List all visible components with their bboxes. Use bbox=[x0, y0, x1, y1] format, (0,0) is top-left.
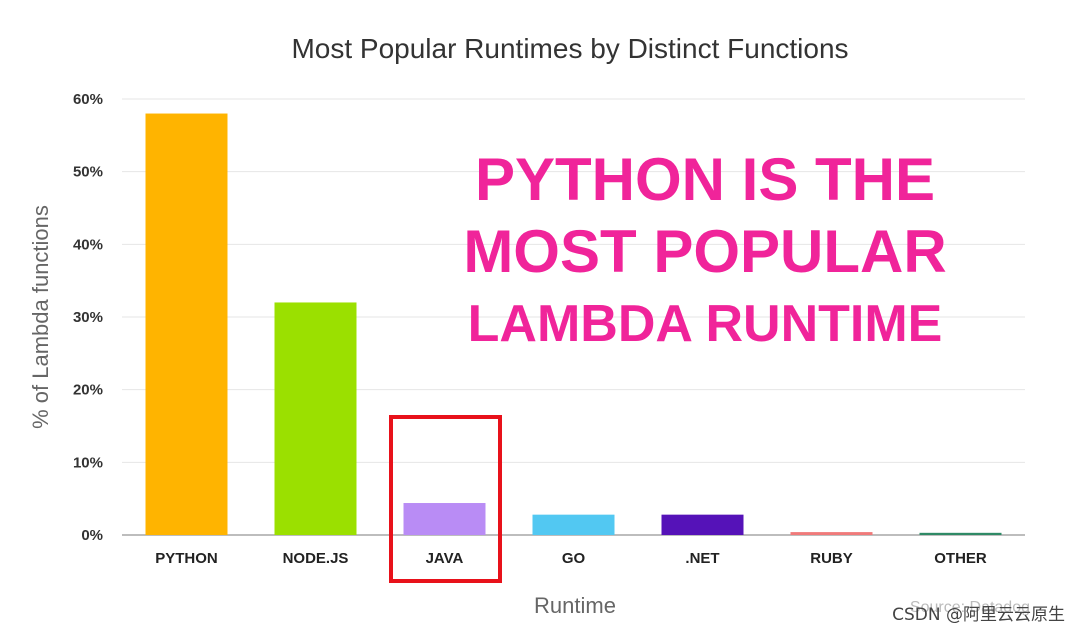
y-axis-label: % of Lambda functions bbox=[28, 205, 53, 429]
bar-nodejs bbox=[274, 302, 357, 535]
bar-java bbox=[403, 503, 486, 535]
annotation-line-1: PYTHON IS THE bbox=[475, 146, 935, 213]
category-label: NODE.JS bbox=[283, 550, 349, 567]
bar-ruby bbox=[790, 532, 873, 535]
category-label: PYTHON bbox=[155, 550, 218, 567]
bar-go bbox=[532, 514, 615, 535]
annotation-line-3: LAMBDA RUNTIME bbox=[468, 295, 943, 353]
x-axis-label: Runtime bbox=[534, 593, 616, 618]
y-tick-label: 10% bbox=[73, 454, 103, 471]
category-label: RUBY bbox=[810, 550, 853, 567]
y-tick-label: 50% bbox=[73, 164, 103, 181]
bar-net bbox=[661, 514, 744, 535]
csdn-watermark: CSDN @阿里云云原生 bbox=[892, 605, 1065, 625]
category-label: .NET bbox=[685, 550, 719, 567]
annotation-line-2: MOST POPULAR bbox=[463, 218, 946, 285]
category-labels: PYTHON NODE.JS JAVA GO .NET RUBY OTHER bbox=[155, 550, 987, 567]
y-tick-label: 40% bbox=[73, 236, 103, 253]
bar-python bbox=[145, 113, 228, 536]
y-tick-labels: 0% 10% 20% 30% 40% 50% 60% bbox=[73, 91, 103, 544]
annotation-callout: PYTHON IS THE MOST POPULAR LAMBDA RUNTIM… bbox=[463, 146, 946, 353]
category-label: GO bbox=[562, 550, 586, 567]
chart-title: Most Popular Runtimes by Distinct Functi… bbox=[291, 33, 848, 64]
source-label: Source: Datadog bbox=[910, 599, 1030, 616]
category-label: OTHER bbox=[934, 550, 987, 567]
java-highlight-box bbox=[389, 415, 502, 583]
y-tick-label: 60% bbox=[73, 91, 103, 108]
category-label: JAVA bbox=[426, 550, 464, 567]
y-tick-label: 30% bbox=[73, 309, 103, 326]
bar-other bbox=[919, 532, 1002, 535]
y-tick-label: 0% bbox=[81, 527, 103, 544]
y-tick-label: 20% bbox=[73, 382, 103, 399]
bars bbox=[145, 113, 1002, 536]
